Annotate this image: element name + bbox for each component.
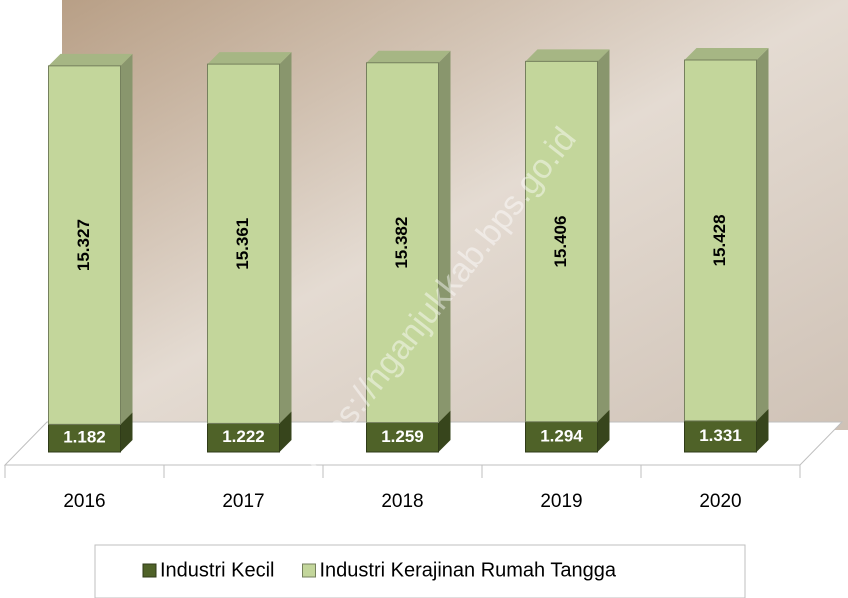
bar xyxy=(525,421,598,453)
legend-swatch xyxy=(302,563,316,578)
x-tick-label: 2020 xyxy=(699,491,741,512)
bar-side xyxy=(438,410,451,452)
x-tick-label: 2016 xyxy=(63,491,105,512)
bar-side xyxy=(597,49,610,422)
bar-side xyxy=(120,412,133,452)
data-label: 15.382 xyxy=(392,217,411,269)
data-label: 1.331 xyxy=(699,426,742,445)
bar xyxy=(525,60,598,423)
data-label: 15.406 xyxy=(551,216,570,268)
data-label: 15.327 xyxy=(74,219,93,271)
bar xyxy=(684,59,757,422)
bar xyxy=(366,422,439,453)
data-label: 1.259 xyxy=(381,427,424,446)
bar-side xyxy=(756,408,769,452)
bar xyxy=(207,63,280,424)
bar-top xyxy=(525,49,610,62)
bar-side xyxy=(279,52,292,424)
bar-side xyxy=(120,53,133,425)
bar-top xyxy=(684,48,769,60)
bar xyxy=(48,423,121,453)
legend-label: Industri Kecil xyxy=(160,559,275,581)
bar-top xyxy=(207,52,292,65)
data-label: 15.361 xyxy=(233,218,252,270)
data-label: 1.182 xyxy=(63,428,106,447)
x-tick-label: 2019 xyxy=(540,491,582,512)
x-tick-label: 2017 xyxy=(222,491,264,512)
bar-side xyxy=(279,411,292,452)
bar xyxy=(684,420,757,453)
bar xyxy=(207,422,280,453)
data-label: 1.222 xyxy=(222,427,265,446)
bar-side xyxy=(756,48,769,421)
bar-top xyxy=(366,50,451,63)
legend-label: Industri Kerajinan Rumah Tangga xyxy=(320,559,617,581)
legend xyxy=(94,544,746,598)
bar-top xyxy=(48,53,133,66)
bar xyxy=(366,62,439,424)
data-label: 1.294 xyxy=(540,426,583,445)
legend-swatch xyxy=(142,563,157,578)
data-label: 15.428 xyxy=(710,214,729,266)
x-tick-label: 2018 xyxy=(381,491,423,512)
bar xyxy=(48,65,121,425)
bar-side xyxy=(597,409,610,452)
bar-side xyxy=(438,50,451,423)
